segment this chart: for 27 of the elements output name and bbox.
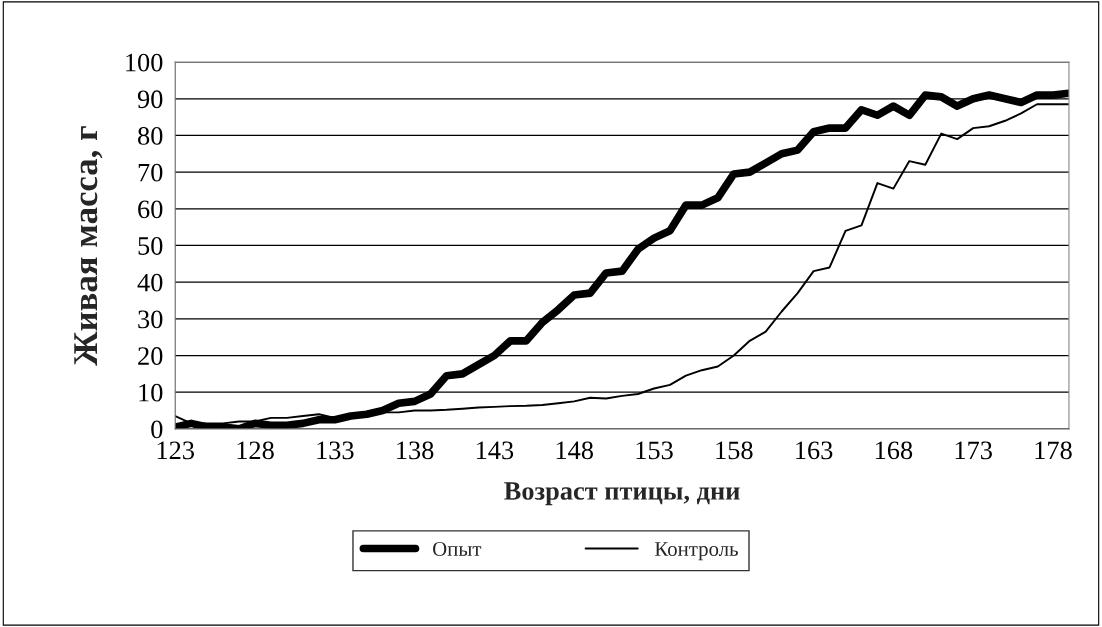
x-axis-title: Возраст птицы, дни	[504, 482, 740, 506]
x-tick-label: 128	[237, 441, 274, 460]
y-tick-label: 60	[138, 200, 163, 219]
y-tick-label: 90	[137, 90, 163, 109]
x-tick-label: 143	[476, 441, 514, 460]
x-tick-label: 163	[796, 441, 833, 460]
x-tick-label: 123	[157, 441, 194, 460]
y-axis-title: Живая масса, г	[74, 126, 103, 366]
x-tick-label: 153	[636, 441, 673, 460]
x-tick-label: 133	[317, 441, 354, 460]
x-tick-label: 173	[955, 441, 992, 460]
x-tick-label: 138	[397, 441, 434, 460]
x-tick-label: 168	[875, 441, 913, 460]
y-tick-label: 80	[138, 127, 163, 145]
x-tick-label: 178	[1035, 441, 1072, 460]
y-tick-label: 40	[137, 273, 163, 292]
y-tick-label: 10	[139, 383, 163, 402]
legend-label: Опыт	[433, 542, 482, 557]
x-tick-label: 158	[716, 441, 753, 460]
y-tick-label: 50	[138, 237, 163, 255]
y-tick-label: 30	[138, 310, 163, 329]
y-tick-label: 100	[126, 53, 163, 72]
y-tick-label: 70	[138, 163, 163, 182]
y-tick-label: 0	[151, 420, 163, 439]
x-tick-label: 148	[556, 441, 593, 460]
legend-label: Контроль	[654, 542, 738, 561]
y-tick-label: 20	[138, 347, 163, 365]
